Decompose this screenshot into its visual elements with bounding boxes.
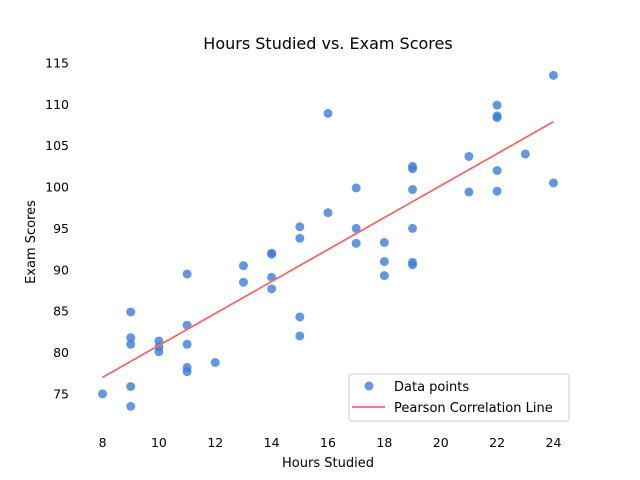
data-point: [492, 100, 502, 110]
correlation-line: [102, 120, 554, 379]
data-point: [126, 339, 136, 349]
data-point: [182, 362, 192, 372]
data-point: [520, 149, 530, 159]
data-point: [126, 401, 136, 411]
y-axis-ticks: 75 80 85 90 95 100 105 110 115: [45, 55, 69, 401]
data-point: [548, 70, 558, 80]
chart-title: Hours Studied vs. Exam Scores: [203, 34, 452, 53]
x-tick-label: 20: [433, 435, 449, 450]
data-point: [408, 223, 418, 233]
data-point: [182, 339, 192, 349]
x-tick-label: 22: [489, 435, 505, 450]
data-point: [351, 223, 361, 233]
y-tick-label: 85: [53, 304, 69, 319]
data-point: [408, 161, 418, 171]
data-point: [464, 151, 474, 161]
data-point: [98, 389, 108, 399]
data-point: [351, 183, 361, 193]
plot-area: [98, 70, 558, 411]
y-tick-label: 105: [45, 138, 69, 153]
data-point: [492, 166, 502, 176]
x-tick-label: 16: [320, 435, 336, 450]
data-point: [548, 178, 558, 188]
legend-label-correlation-line: Pearson Correlation Line: [394, 401, 553, 416]
data-point: [323, 208, 333, 218]
chart-legend: Data points Pearson Correlation Line: [348, 373, 570, 422]
data-point: [408, 257, 418, 267]
y-tick-label: 100: [45, 180, 69, 195]
y-axis-label: Exam Scores: [24, 200, 39, 284]
data-point: [379, 271, 389, 281]
data-point: [295, 233, 305, 243]
legend-label-data-points: Data points: [394, 380, 469, 395]
data-point: [267, 284, 277, 294]
data-point: [126, 333, 136, 343]
data-point: [351, 238, 361, 248]
x-axis-ticks: 8 10 12 14 16 18 20 22 24: [99, 435, 562, 450]
data-point: [238, 277, 248, 287]
data-point: [210, 357, 220, 367]
data-point: [126, 307, 136, 317]
data-point: [295, 331, 305, 341]
data-point: [379, 257, 389, 267]
x-tick-label: 18: [376, 435, 392, 450]
y-tick-label: 75: [53, 386, 69, 401]
y-tick-label: 80: [53, 345, 69, 360]
data-point: [267, 248, 277, 258]
legend-marker-data-points: [364, 381, 374, 391]
data-point: [295, 222, 305, 232]
y-tick-label: 90: [53, 262, 69, 277]
data-point: [126, 381, 136, 391]
data-point: [238, 261, 248, 271]
y-tick-label: 95: [53, 221, 69, 236]
data-point: [408, 185, 418, 195]
x-tick-label: 14: [264, 435, 280, 450]
x-axis-label: Hours Studied: [282, 456, 374, 471]
data-point: [182, 269, 192, 279]
x-tick-label: 24: [546, 435, 562, 450]
data-point: [323, 108, 333, 118]
data-point: [379, 238, 389, 247]
data-point: [295, 312, 305, 322]
x-tick-label: 8: [99, 435, 107, 450]
data-point: [492, 186, 502, 196]
legend-frame: [348, 373, 570, 422]
x-tick-label: 10: [151, 435, 167, 450]
y-tick-label: 110: [45, 97, 69, 112]
y-tick-label: 115: [45, 55, 69, 70]
data-point: [492, 111, 502, 121]
data-point: [464, 187, 474, 197]
x-tick-label: 12: [207, 435, 223, 450]
